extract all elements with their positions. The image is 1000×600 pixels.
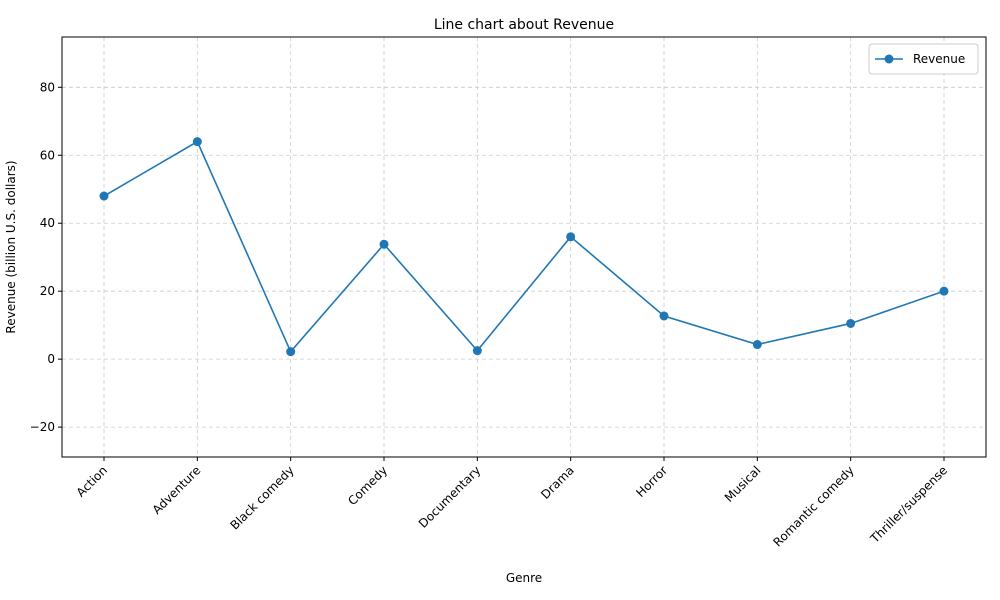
data-point: [379, 239, 389, 249]
data-point: [752, 340, 762, 350]
grid: [62, 37, 986, 457]
data-point: [286, 347, 296, 357]
legend: Revenue: [868, 43, 979, 75]
y-tick-label: 20: [40, 284, 55, 298]
series-line: [103, 140, 945, 354]
data-point: [659, 311, 669, 321]
x-axis-label: Genre: [506, 571, 542, 585]
y-tick-label: 0: [47, 352, 55, 366]
y-axis: −20 0 20 40 60 80: [30, 80, 62, 434]
data-point: [566, 232, 576, 242]
chart-title: Line chart about Revenue: [434, 17, 614, 33]
y-tick-label: 40: [40, 216, 55, 230]
data-point: [472, 346, 482, 356]
data-point: [192, 137, 202, 147]
legend-label: Revenue: [913, 52, 965, 66]
data-point: [846, 318, 856, 328]
y-axis-label: Revenue (billion U.S. dollars): [4, 160, 18, 333]
plot-frame: [61, 36, 987, 458]
y-tick-label: 80: [40, 80, 55, 94]
y-tick-label: −20: [30, 420, 55, 434]
data-point: [939, 286, 949, 296]
legend-marker: [884, 54, 894, 64]
y-tick-label: 60: [40, 148, 55, 162]
legend-box: [868, 43, 979, 75]
data-point: [99, 191, 109, 201]
series-layer: [99, 137, 949, 357]
